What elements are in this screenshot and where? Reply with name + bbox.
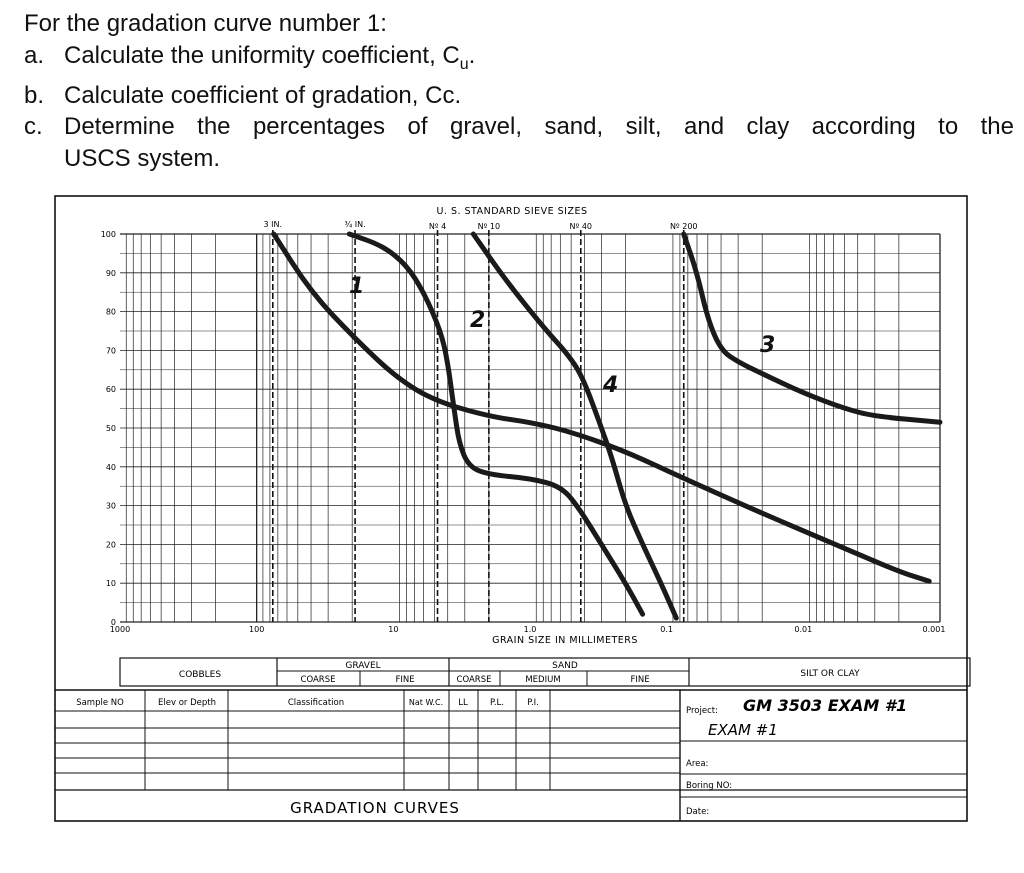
record-table: Sample NO Elev or Depth Classification N…	[55, 689, 967, 821]
question-title: For the gradation curve number 1:	[24, 10, 387, 37]
sieve-label: Nº 200	[670, 222, 698, 231]
sieve-lines: 3 IN. ¾ IN. Nº 4 Nº 10 Nº 40 Nº 200	[264, 220, 698, 622]
y-tick-label: 20	[106, 540, 116, 549]
gradation-curves: 1 2 3 4	[271, 231, 943, 621]
question-text: For the gradation curve number 1: a. Cal…	[24, 8, 1014, 174]
x-tick-label: 0.1	[660, 625, 673, 634]
sieve-header: U. S. STANDARD SIEVE SIZES	[436, 206, 587, 217]
item-b-label: b.	[24, 81, 45, 109]
x-tick-label: 100	[249, 625, 264, 634]
item-a-body: Calculate the uniformity coefficient, C	[64, 41, 460, 69]
y-tick-label: 0	[111, 618, 116, 627]
label-gravel: GRAVEL	[345, 661, 380, 671]
date-label: Date:	[686, 807, 709, 817]
item-c-text: Determine the percentages of gravel, san…	[64, 111, 1014, 174]
sieve-label: Nº 40	[570, 222, 592, 231]
item-a-text: Calculate the uniformity coefficient, Cu…	[64, 40, 1014, 80]
x-tick-label: 1000	[110, 625, 130, 634]
header-pi: P.I.	[527, 698, 539, 708]
curve-number-label: 2	[470, 308, 485, 333]
x-tick-label: 0.001	[923, 625, 946, 634]
sheet-frame	[54, 195, 968, 822]
project-value-line2: EXAM #1	[708, 721, 778, 739]
item-c-line1: Determine the percentages of gravel, san…	[64, 113, 1014, 141]
label-silt-clay: SILT OR CLAY	[800, 669, 860, 679]
item-c-line2: USCS system.	[64, 144, 221, 172]
curve-4	[470, 231, 679, 621]
header-natwc: Nat W.C.	[409, 698, 443, 707]
item-b-text: Calculate coefficient of gradation, Cc.	[64, 81, 462, 109]
header-sample: Sample NO	[76, 698, 124, 708]
chart-grid	[120, 233, 941, 623]
sieve-label: Nº 4	[429, 222, 446, 231]
curve-number-label: 3	[760, 333, 775, 358]
item-c-label: c.	[24, 113, 43, 141]
curve-number-label: 4	[602, 373, 618, 398]
sieve-label: Nº 10	[478, 222, 500, 231]
x-tick-label: 1.0	[524, 625, 537, 634]
project-label: Project:	[686, 706, 718, 716]
y-tick-label: 100	[101, 230, 116, 239]
project-value-line1: GM 3503 EXAM #1	[743, 696, 907, 715]
header-classification: Classification	[288, 698, 344, 708]
x-axis-title: GRAIN SIZE IN MILLIMETERS	[492, 635, 638, 646]
x-tick-label: 10	[388, 625, 398, 634]
classification-frame	[119, 657, 971, 687]
label-gravel-coarse: COARSE	[301, 675, 336, 685]
y-tick-label: 40	[106, 463, 116, 472]
question-item-a: a. Calculate the uniformity coefficient,…	[24, 40, 1014, 80]
label-gravel-fine: FINE	[395, 675, 414, 685]
curve-2	[346, 231, 646, 617]
label-sand-medium: MEDIUM	[525, 675, 560, 685]
label-sand-coarse: COARSE	[457, 675, 492, 685]
classification-strip: COBBLES GRAVEL COARSE FINE SAND COARSE M…	[119, 657, 971, 687]
area-label: Area:	[686, 759, 708, 769]
header-ll: LL	[458, 698, 468, 708]
curve-number-label: 1	[349, 274, 364, 299]
curve-3	[681, 231, 943, 425]
item-a-subscript: u	[459, 55, 469, 73]
label-sand-fine: FINE	[630, 675, 649, 685]
y-tick-label: 10	[106, 579, 116, 588]
sieve-label: 3 IN.	[264, 220, 283, 229]
y-tick-label: 50	[106, 424, 116, 433]
question-item-b: b. Calculate coefficient of gradation, C…	[24, 80, 1014, 112]
curve-1	[271, 231, 932, 584]
y-tick-label: 70	[106, 346, 116, 355]
question-item-c: c. Determine the percentages of gravel, …	[24, 111, 1014, 174]
item-a-label: a.	[24, 41, 45, 69]
label-cobbles: COBBLES	[179, 670, 221, 680]
sieve-label: ¾ IN.	[344, 220, 365, 229]
boring-label: Boring NO:	[686, 781, 732, 791]
y-tick-label: 80	[106, 308, 116, 317]
x-tick-label: 0.01	[794, 625, 812, 634]
item-a-tail: .	[468, 41, 476, 69]
footer-title: GRADATION CURVES	[290, 799, 460, 817]
y-tick-label: 60	[106, 385, 116, 394]
header-pl: P.L.	[490, 698, 504, 708]
label-sand: SAND	[552, 661, 578, 671]
y-tick-label: 30	[106, 502, 116, 511]
y-tick-label: 90	[106, 269, 116, 278]
header-elev: Elev or Depth	[158, 698, 216, 708]
